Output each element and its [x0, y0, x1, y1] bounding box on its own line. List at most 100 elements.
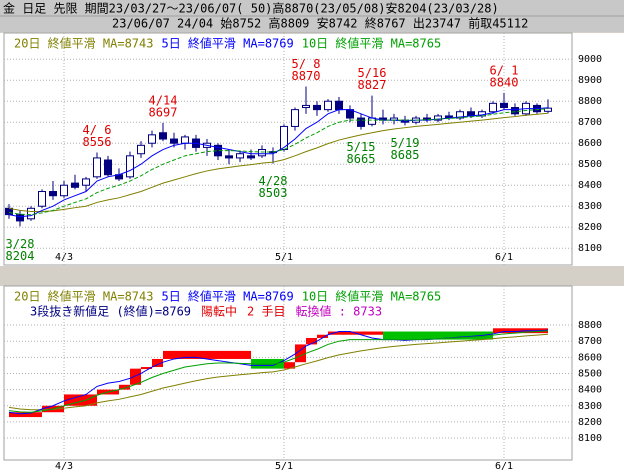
ma-line — [8, 330, 549, 413]
header-line: 23/06/07 24/04 始8752 高8809 安8742 終8767 出… — [112, 16, 528, 31]
brick — [152, 358, 163, 368]
brick — [9, 412, 42, 418]
legend-entry: 10日 終値平滑 MA=8765 — [302, 289, 441, 304]
candle-body — [511, 107, 519, 115]
annotation-label: 5/15 — [347, 140, 376, 154]
candle-body — [82, 178, 90, 186]
candle-body — [104, 159, 112, 176]
candle-body — [159, 132, 167, 140]
x-tick-label: 6/1 — [495, 252, 513, 263]
brick — [284, 362, 295, 369]
candle-body — [489, 102, 497, 113]
ma-line — [8, 108, 549, 216]
brick — [306, 337, 317, 345]
candle-body — [27, 207, 35, 220]
candle-body — [181, 136, 189, 144]
ma-line — [8, 333, 549, 411]
y-tick-label: 8200 — [578, 222, 602, 233]
brick — [130, 368, 141, 385]
candle-body — [126, 155, 134, 178]
annotation-value: 8685 — [391, 148, 420, 162]
y-tick-label: 8700 — [578, 336, 602, 347]
candle-body — [225, 155, 233, 159]
annotation-value: 8204 — [6, 249, 35, 263]
y-tick-label: 8400 — [578, 385, 602, 396]
y-tick-label: 8700 — [578, 117, 602, 128]
candle-body — [302, 104, 310, 109]
brick — [295, 344, 306, 363]
candle-body — [16, 214, 24, 222]
candle-body — [148, 134, 156, 144]
candle-body — [335, 100, 343, 111]
y-tick-label: 8300 — [578, 401, 602, 412]
annotation-value: 8697 — [149, 105, 178, 119]
y-tick-label: 8800 — [578, 320, 602, 331]
header-line: 金 日足 先限 期間23/03/27～23/06/07( 50)高8870(23… — [3, 1, 499, 16]
candle-body — [291, 109, 299, 127]
annotation-label: 4/14 — [149, 93, 178, 107]
candle-body — [137, 144, 145, 155]
ma-line — [8, 112, 549, 212]
y-tick-label: 8600 — [578, 352, 602, 363]
annotation-value: 8827 — [358, 78, 387, 92]
y-tick-label: 8100 — [578, 433, 602, 444]
candle-body — [60, 184, 68, 197]
annotation-label: 5/19 — [391, 136, 420, 150]
candle-body — [236, 153, 244, 159]
candle-body — [71, 182, 79, 188]
candle-body — [170, 138, 178, 144]
legend-entry: 20日 終値平滑 MA=8743 — [14, 36, 153, 51]
brick — [64, 394, 97, 406]
candle-body — [93, 157, 101, 178]
bottom-panel — [0, 286, 624, 475]
annotation-label: 6/ 1 — [490, 63, 519, 77]
status-text: 転換値 : 8733 — [296, 304, 383, 319]
candle-body — [357, 117, 365, 127]
candle-body — [324, 100, 332, 111]
y-tick-label: 8900 — [578, 75, 602, 86]
top-plot-frame — [3, 32, 573, 266]
brick — [383, 331, 493, 340]
brick — [163, 350, 251, 359]
annotation-value: 8840 — [490, 75, 519, 89]
annotation-label: 5/ 8 — [292, 57, 321, 71]
candle-body — [247, 155, 255, 159]
legend-entry: 5日 終値平滑 MA=8769 — [161, 289, 293, 304]
x-tick-label: 4/3 — [55, 252, 73, 263]
candle-body — [38, 191, 46, 207]
annotation-value: 8503 — [259, 186, 288, 200]
x-tick-label: 4/3 — [55, 461, 73, 472]
y-tick-label: 8200 — [578, 417, 602, 428]
x-tick-label: 6/1 — [495, 461, 513, 472]
candle-body — [280, 125, 288, 151]
annotation-label: 5/16 — [358, 66, 387, 80]
annotation-label: 4/28 — [259, 174, 288, 188]
candle-body — [500, 102, 508, 109]
annotation-label: 4/ 6 — [83, 123, 112, 137]
brick — [141, 367, 152, 370]
y-tick-label: 9000 — [578, 54, 602, 65]
y-tick-label: 8500 — [578, 368, 602, 379]
y-tick-label: 8300 — [578, 201, 602, 212]
legend-entry: 20日 終値平滑 MA=8743 — [14, 289, 153, 304]
x-tick-label: 5/1 — [275, 252, 293, 263]
y-tick-label: 8600 — [578, 138, 602, 149]
y-tick-label: 8400 — [578, 180, 602, 191]
status-text: 2 手目 — [247, 305, 285, 319]
candle-body — [49, 191, 57, 197]
brick — [119, 384, 130, 390]
status-text: 3段抜き新値足 (終値)=8769 — [30, 304, 191, 319]
y-tick-label: 8100 — [578, 243, 602, 254]
candle-body — [434, 115, 442, 121]
annotation-value: 8665 — [347, 152, 376, 166]
legend-entry: 10日 終値平滑 MA=8765 — [302, 36, 441, 51]
y-tick-label: 8500 — [578, 159, 602, 170]
ma-line — [8, 107, 549, 218]
y-tick-label: 8800 — [578, 96, 602, 107]
candle-body — [313, 104, 321, 111]
x-tick-label: 5/1 — [275, 461, 293, 472]
brick — [317, 334, 328, 338]
annotation-value: 8870 — [292, 69, 321, 83]
annotation-value: 8556 — [83, 135, 112, 149]
